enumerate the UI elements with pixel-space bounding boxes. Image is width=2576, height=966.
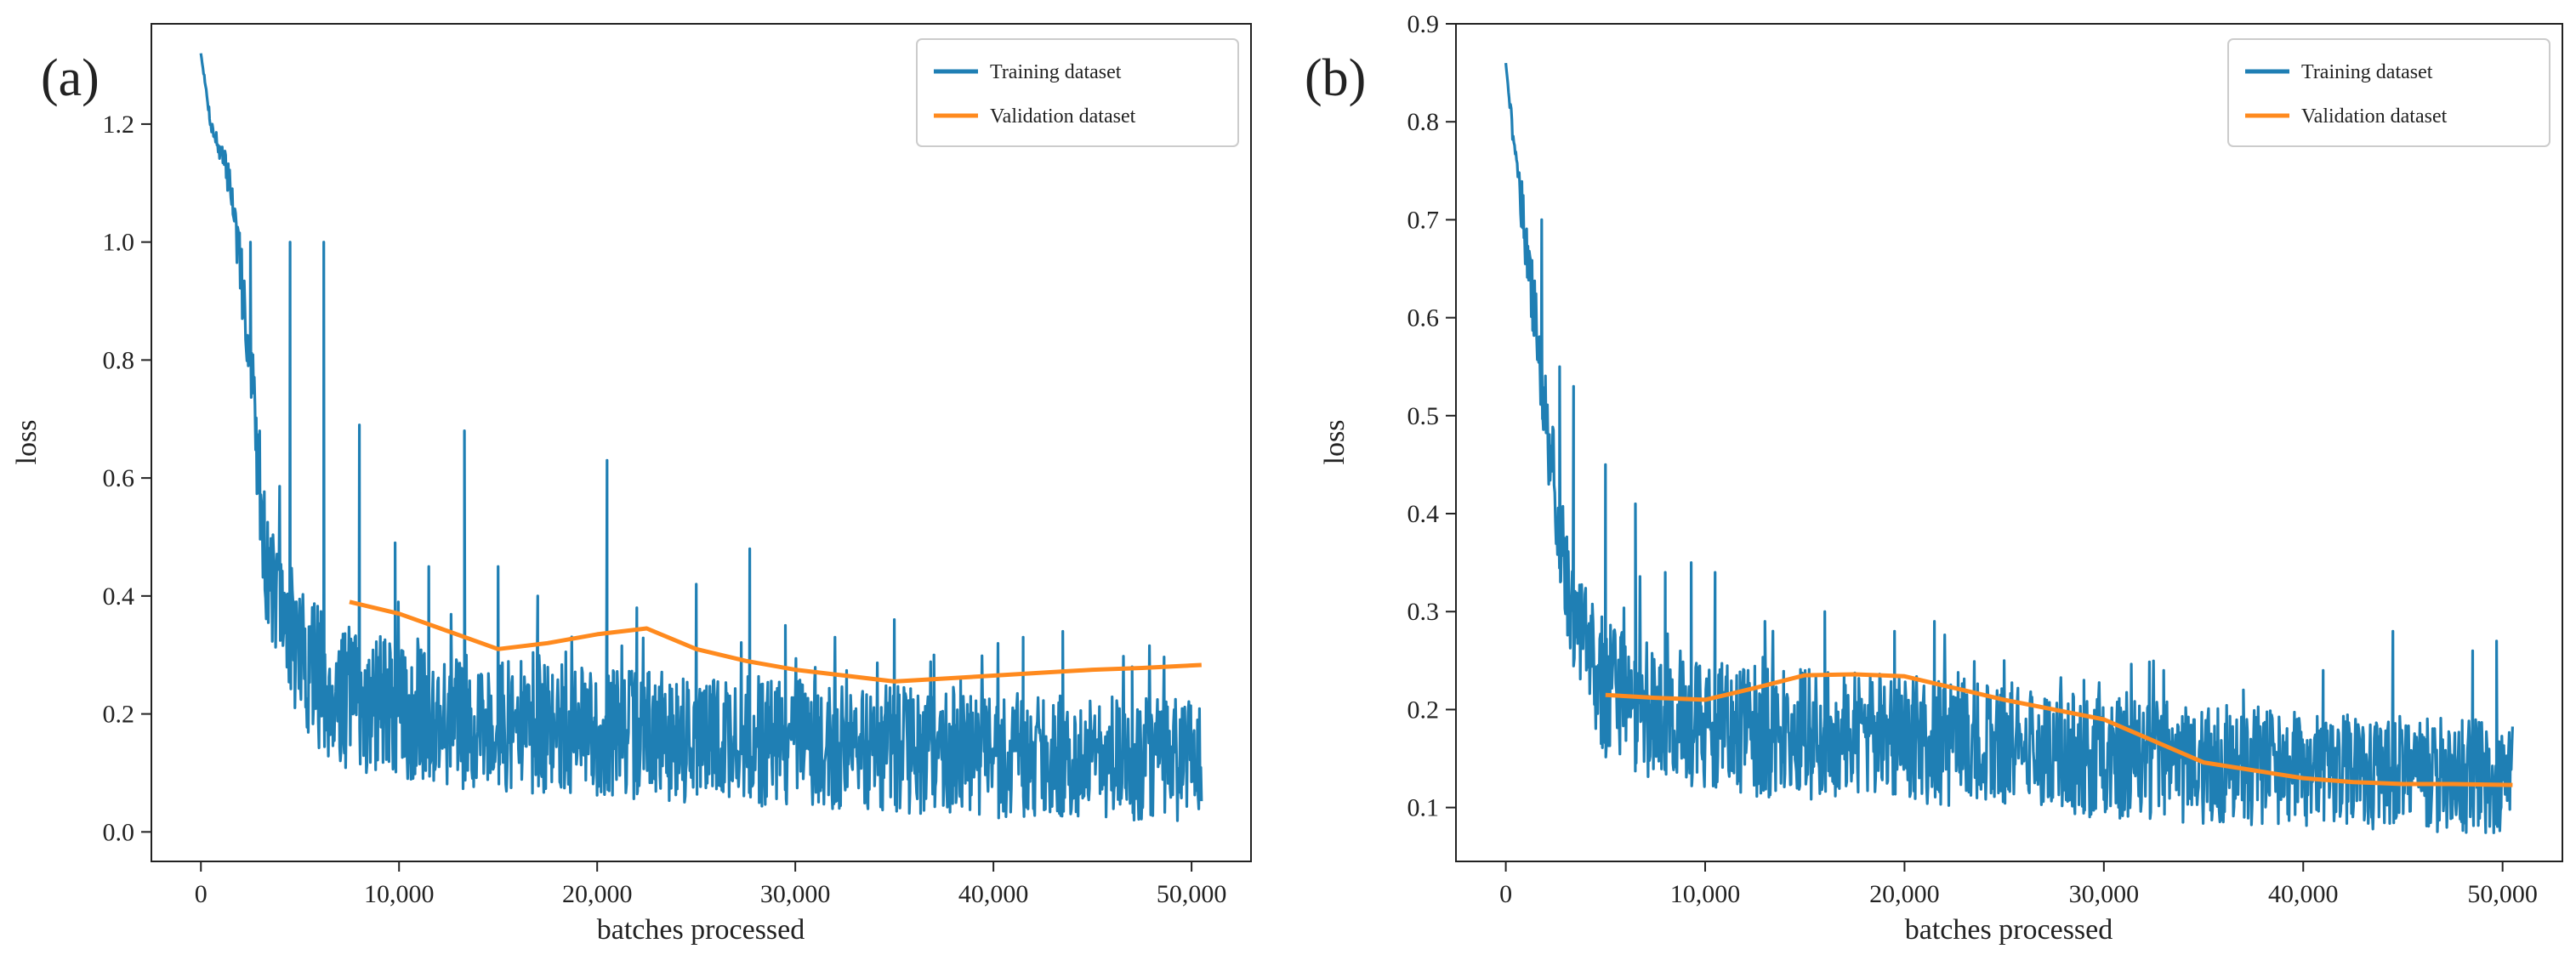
panel-a-y-tick-label: 1.0 (103, 229, 135, 257)
panel-a-y-tick-label: 0.4 (103, 582, 135, 611)
panel-a-letter: (a) (41, 49, 100, 107)
panel-a-training-series-line (199, 53, 1203, 822)
panel-b-legend-box (2227, 38, 2550, 147)
panel-b-x-tick-label: 10,000 (1670, 880, 1741, 908)
panel-b-axes-frame (1455, 23, 2563, 862)
panel-b-legend-training-label: Training dataset (2301, 61, 2433, 83)
panel-a-ticks: 0 10,000 20,000 30,000 40,000 50,000 0.0 0.2 0.4… (103, 111, 1227, 908)
panel-b-training-series-line (1504, 62, 2514, 834)
panel-b-letter: (b) (1305, 49, 1366, 107)
panel-a-y-tick-label: 0.0 (103, 818, 135, 846)
panel-a-x-tick-label: 50,000 (1157, 880, 1227, 908)
panel-b-x-tick-label: 40,000 (2268, 880, 2339, 908)
panel-b-legend: Training dataset Validation dataset (2227, 38, 2550, 147)
panel-a-y-tick-label: 0.8 (103, 346, 135, 374)
panel-b-y-tick-label: 0.6 (1407, 304, 1440, 332)
panel-a-legend-training-label: Training dataset (990, 61, 1122, 83)
panel-b-validation-series-line (1605, 672, 2513, 787)
panel-a-y-axis-label: loss (11, 420, 43, 465)
panel-b-y-tick-label: 0.5 (1407, 402, 1440, 430)
panel-a-x-axis-label: batches processed (597, 914, 805, 946)
panel-b-y-tick-label: 0.1 (1407, 794, 1440, 822)
panel-b-x-tick-label: 30,000 (2069, 880, 2140, 908)
panel-a-x-tick-label: 40,000 (958, 880, 1029, 908)
panel-b-y-tick-label: 0.3 (1407, 598, 1440, 626)
panel-b-y-tick-label: 0.7 (1407, 206, 1440, 234)
panel-a-axes-frame (151, 23, 1252, 862)
panel-a-x-tick-label: 0 (195, 880, 208, 908)
panel-b-ticks: 0 10,000 20,000 30,000 40,000 50,000 0.1 0.2 0.3… (1407, 10, 2538, 908)
panel-a-legend: Training dataset Validation dataset (916, 38, 1239, 147)
panel-a-x-tick-label: 10,000 (364, 880, 435, 908)
panel-a-validation-series-line (349, 599, 1202, 684)
panel-b-x-tick-label: 50,000 (2467, 880, 2538, 908)
panel-b-x-tick-label: 20,000 (1869, 880, 1940, 908)
panel-b-y-tick-label: 0.2 (1407, 696, 1440, 724)
panel-a-y-tick-label: 1.2 (103, 111, 135, 139)
panel-b-y-tick-label: 0.9 (1407, 10, 1440, 38)
panel-b: (b) 0 10,000 20,000 30,000 40,000 50,000 0.1 0.… (1305, 10, 2563, 946)
panel-a-y-tick-label: 0.2 (103, 701, 135, 729)
panel-b-legend-validation-label: Validation dataset (2301, 105, 2448, 128)
panel-a-legend-validation-label: Validation dataset (990, 105, 1136, 128)
panel-a-y-tick-label: 0.6 (103, 464, 135, 492)
panel-a: (a) 0 10,000 20,000 30,000 40,000 50,000 0.0 0.… (11, 23, 1252, 946)
panel-b-plot-layer (1504, 62, 2514, 834)
panel-a-x-tick-label: 20,000 (562, 880, 633, 908)
panel-a-x-tick-label: 30,000 (760, 880, 831, 908)
panel-b-x-axis-label: batches processed (1905, 914, 2113, 946)
panel-b-y-tick-label: 0.4 (1407, 500, 1440, 528)
panel-b-y-tick-label: 0.8 (1407, 108, 1440, 136)
panel-a-plot-layer (199, 53, 1203, 822)
panel-a-legend-box (916, 38, 1239, 147)
panel-b-y-axis-label: loss (1319, 420, 1351, 465)
panel-b-x-tick-label: 0 (1499, 880, 1512, 908)
